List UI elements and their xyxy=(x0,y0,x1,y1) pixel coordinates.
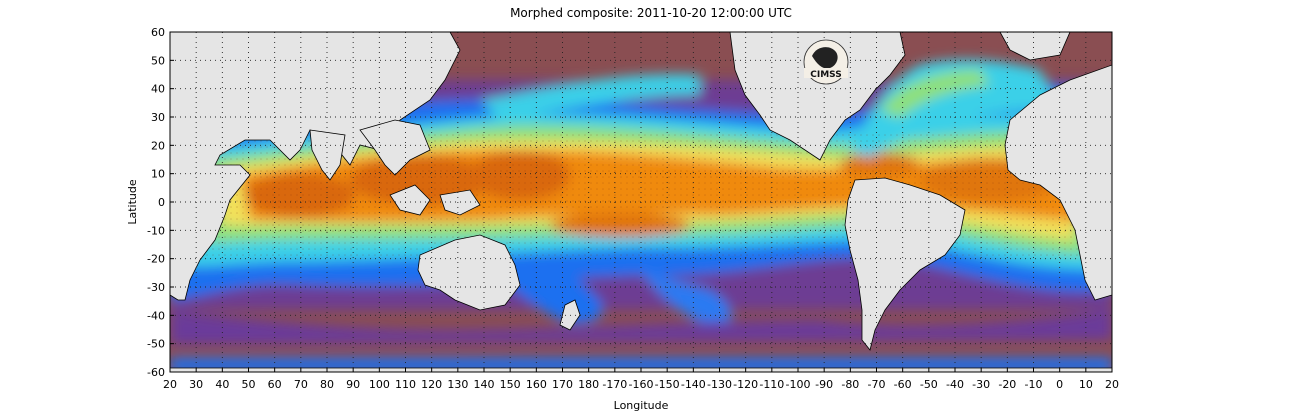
x-tick-label: -50 xyxy=(920,378,938,391)
x-tick-label: 130 xyxy=(447,378,468,391)
x-tick-label: -120 xyxy=(733,378,758,391)
y-tick-label: 10 xyxy=(151,168,165,181)
y-tick-label: 50 xyxy=(151,54,165,67)
x-tick-label: -10 xyxy=(1025,378,1043,391)
land-greenland xyxy=(999,32,1071,61)
x-tick-label: -130 xyxy=(707,378,732,391)
x-tick-label: -160 xyxy=(629,378,654,391)
y-tick-label: -60 xyxy=(147,366,165,379)
graticule xyxy=(170,32,1112,372)
x-tick-label: 60 xyxy=(268,378,282,391)
x-tick-label: 180 xyxy=(578,378,599,391)
x-tick-label: 90 xyxy=(346,378,360,391)
y-axis-ticks: 60 50 40 30 20 10 0 -10 -20 -30 -40 -50 -60 xyxy=(147,26,174,379)
logo-text: CIMSS xyxy=(810,70,841,80)
land-india xyxy=(309,129,346,181)
land-africa-eurasia xyxy=(170,32,461,301)
x-tick-label: -150 xyxy=(655,378,680,391)
x-tick-label: 80 xyxy=(320,378,334,391)
cimss-logo-icon: CIMSS xyxy=(803,39,849,85)
land-south-america xyxy=(844,177,966,351)
x-tick-label: -110 xyxy=(759,378,784,391)
plot-area xyxy=(170,32,1112,372)
x-tick-label: 140 xyxy=(474,378,495,391)
land-indochina xyxy=(359,119,431,176)
x-tick-label: -30 xyxy=(972,378,990,391)
x-tick-label: 20 xyxy=(1105,378,1119,391)
y-tick-label: 30 xyxy=(151,111,165,124)
x-tick-label: -60 xyxy=(894,378,912,391)
x-axis-label: Longitude xyxy=(614,399,669,412)
y-tick-label: 20 xyxy=(151,139,165,152)
y-axis-label: Latitude xyxy=(126,179,139,225)
x-tick-label: 70 xyxy=(294,378,308,391)
x-tick-label: 20 xyxy=(163,378,177,391)
x-tick-label: 100 xyxy=(369,378,390,391)
y-tick-label: -50 xyxy=(147,338,165,351)
x-tick-label: 150 xyxy=(500,378,521,391)
x-tick-label: -70 xyxy=(868,378,886,391)
x-tick-label: 40 xyxy=(215,378,229,391)
x-axis-ticks: 20 30 40 50 60 70 80 90 100 110 120 130 140 150 160 170… xyxy=(163,368,1119,391)
y-tick-label: -40 xyxy=(147,309,165,322)
x-tick-label: 160 xyxy=(526,378,547,391)
x-tick-label: 110 xyxy=(395,378,416,391)
land-australia xyxy=(417,234,521,311)
x-tick-label: 30 xyxy=(189,378,203,391)
x-tick-label: -40 xyxy=(946,378,964,391)
y-tick-label: -20 xyxy=(147,253,165,266)
x-tick-label: -80 xyxy=(841,378,859,391)
land-north-america xyxy=(729,32,906,161)
x-tick-label: -170 xyxy=(602,378,627,391)
y-tick-label: -30 xyxy=(147,281,165,294)
x-tick-label: -90 xyxy=(815,378,833,391)
x-tick-label: 0 xyxy=(1056,378,1063,391)
x-tick-label: -20 xyxy=(998,378,1016,391)
land-europe-africa xyxy=(1004,64,1112,301)
y-tick-label: 60 xyxy=(151,26,165,39)
x-tick-label: -140 xyxy=(681,378,706,391)
y-tick-label: 40 xyxy=(151,83,165,96)
x-tick-label: 170 xyxy=(552,378,573,391)
y-tick-label: 0 xyxy=(158,196,165,209)
x-tick-label: -100 xyxy=(786,378,811,391)
x-tick-label: 10 xyxy=(1079,378,1093,391)
x-tick-label: 50 xyxy=(242,378,256,391)
y-tick-label: -10 xyxy=(147,224,165,237)
map-title: Morphed composite: 2011-10-20 12:00:00 U… xyxy=(510,6,792,20)
x-tick-label: 120 xyxy=(421,378,442,391)
